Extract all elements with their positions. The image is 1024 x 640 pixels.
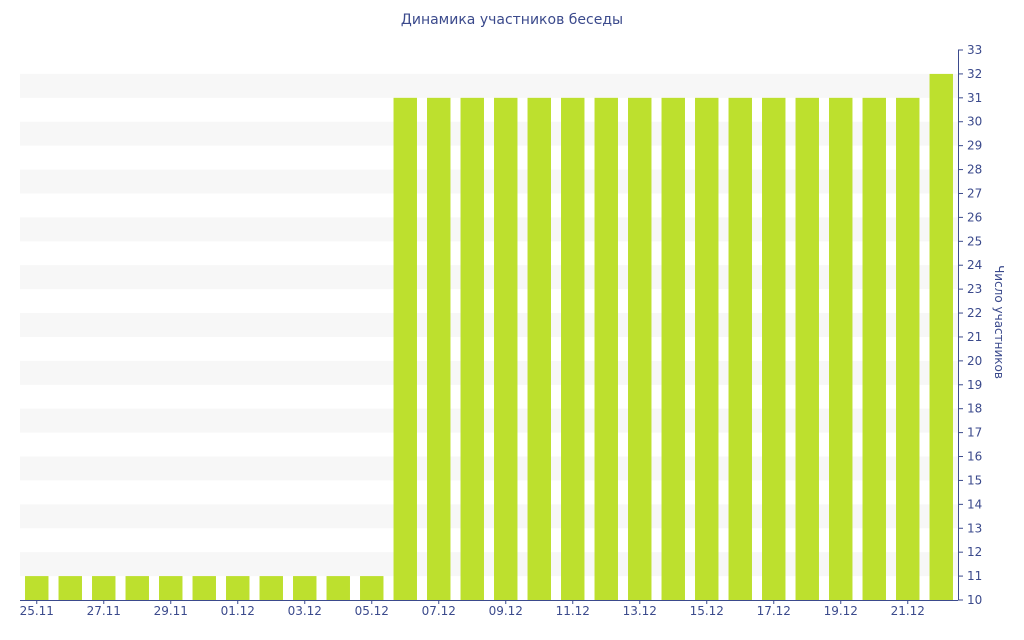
y-tick-label: 28 xyxy=(967,163,982,177)
x-tick-label: 29.11 xyxy=(154,604,188,618)
bar-02.12 xyxy=(259,576,283,600)
bar-14.12 xyxy=(661,97,685,601)
bar-29.11 xyxy=(159,576,183,600)
bar-18.12 xyxy=(795,97,819,601)
y-tick-label: 22 xyxy=(967,306,982,320)
grid-band xyxy=(20,169,958,194)
x-tick-label: 07.12 xyxy=(422,604,456,618)
y-tick-label: 17 xyxy=(967,426,982,440)
x-tick-label: 21.12 xyxy=(891,604,925,618)
y-tick-label: 11 xyxy=(967,569,982,583)
background-bands xyxy=(20,73,958,577)
x-tick-label: 17.12 xyxy=(757,604,791,618)
bars xyxy=(25,73,953,601)
grid-band xyxy=(20,360,958,385)
y-tick-label: 19 xyxy=(967,378,982,392)
bar-01.12 xyxy=(226,576,250,600)
y-tick-label: 16 xyxy=(967,450,982,464)
y-tick-label: 30 xyxy=(967,115,982,129)
bar-21.12 xyxy=(896,97,920,601)
y-tick-label: 24 xyxy=(967,258,982,272)
y-tick-label: 33 xyxy=(967,43,982,57)
y-axis: 10 11 12 13 14 15 16 17 18 19 20 21 22 23 24 25 26 27 28 29… xyxy=(958,43,982,607)
bar-07.12 xyxy=(427,97,451,601)
chart-title: Динамика участников беседы xyxy=(400,12,624,28)
x-tick-label: 05.12 xyxy=(355,604,389,618)
x-tick-label: 11.12 xyxy=(556,604,590,618)
bar-13.12 xyxy=(628,97,652,601)
bar-22.12 xyxy=(929,73,953,601)
y-tick-label: 10 xyxy=(967,593,982,607)
x-tick-label: 09.12 xyxy=(489,604,523,618)
bar-16.12 xyxy=(728,97,752,601)
grid-band xyxy=(20,313,958,337)
bar-10.12 xyxy=(527,97,551,601)
x-tick-label: 15.12 xyxy=(690,604,724,618)
y-axis-label: Число участников xyxy=(992,265,1006,379)
grid-band xyxy=(20,552,958,577)
bar-12.12 xyxy=(594,97,618,601)
y-tick-label: 25 xyxy=(967,234,982,248)
grid-band xyxy=(20,504,958,529)
y-tick-label: 20 xyxy=(967,354,982,368)
x-tick-label: 01.12 xyxy=(221,604,255,618)
bar-27.11 xyxy=(92,576,116,600)
bar-19.12 xyxy=(829,97,853,601)
y-tick-label: 23 xyxy=(967,282,982,296)
bar-15.12 xyxy=(695,97,719,601)
bar-03.12 xyxy=(293,576,317,600)
bar-26.11 xyxy=(58,576,82,600)
bar-08.12 xyxy=(460,97,484,601)
bar-05.12 xyxy=(360,576,384,600)
y-tick-label: 29 xyxy=(967,139,982,153)
bar-30.11 xyxy=(192,576,216,600)
x-tick-label: 19.12 xyxy=(824,604,858,618)
y-tick-label: 26 xyxy=(967,210,982,224)
bar-20.12 xyxy=(862,97,886,601)
x-tick-label: 13.12 xyxy=(623,604,657,618)
grid-band xyxy=(20,265,958,290)
y-tick-label: 18 xyxy=(967,402,982,416)
bar-11.12 xyxy=(561,97,585,601)
bar-04.12 xyxy=(326,576,350,600)
y-tick-label: 14 xyxy=(967,497,982,511)
bar-06.12 xyxy=(393,97,417,601)
y-tick-label: 27 xyxy=(967,186,982,200)
y-tick-label: 12 xyxy=(967,545,982,559)
y-tick-label: 15 xyxy=(967,473,982,487)
bar-09.12 xyxy=(494,97,518,601)
y-tick-label: 32 xyxy=(967,67,982,81)
grid-band xyxy=(20,217,958,242)
bar-25.11 xyxy=(25,576,49,600)
grid-band xyxy=(20,456,958,481)
grid-band xyxy=(20,73,958,98)
y-tick-label: 21 xyxy=(967,330,982,344)
x-tick-label: 25.11 xyxy=(20,604,54,618)
y-tick-label: 31 xyxy=(967,91,982,105)
y-tick-label: 13 xyxy=(967,521,982,535)
x-tick-label: 27.11 xyxy=(87,604,121,618)
x-tick-label: 03.12 xyxy=(288,604,322,618)
bar-28.11 xyxy=(125,576,149,600)
grid-band xyxy=(20,408,958,433)
bar-17.12 xyxy=(762,97,786,601)
grid-band xyxy=(20,121,958,146)
x-axis: 25.11 27.11 29.11 01.12 03.12 05.12 07.12 09.12… xyxy=(20,600,958,618)
